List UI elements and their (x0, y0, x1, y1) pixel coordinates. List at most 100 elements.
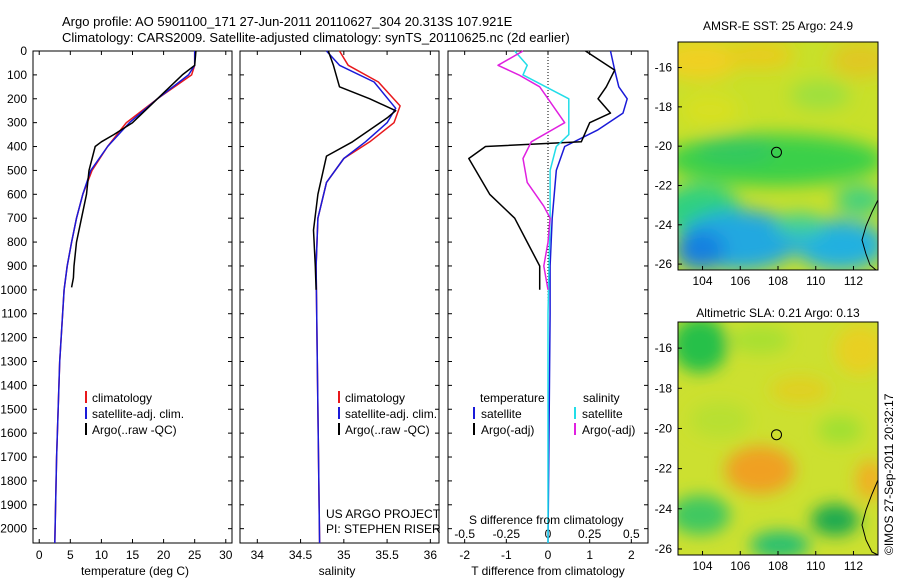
depth-tick-label: 400 (7, 140, 27, 154)
t-difference-axis-label: T difference from climatology (471, 564, 625, 578)
header-line-2: Climatology: CARS2009. Satellite-adjuste… (62, 30, 570, 45)
legend-label-satellite-adj: satellite-adj. clim. (345, 407, 437, 421)
map-x-tick-label: 108 (768, 274, 788, 288)
map-x-tick-label: 104 (693, 274, 713, 288)
map-y-tick-label: -16 (655, 61, 673, 75)
map-x-tick-label: 110 (806, 559, 825, 573)
x-tick-label: 10 (95, 548, 109, 562)
series-line-satellite-adj-clim (54, 51, 196, 544)
series-line-argo-raw-qc (312, 50, 397, 290)
x-tick-label: 1 (586, 548, 593, 562)
s-tick-label: -0.25 (493, 527, 521, 541)
map-x-tick-label: 108 (768, 559, 788, 573)
depth-tick-label: 1200 (0, 331, 27, 345)
salinity-plot-frame (239, 50, 440, 544)
map-x-tick-label: 106 (730, 274, 750, 288)
x-tick-label: 35.5 (375, 548, 399, 562)
temperature-legend: climatology satellite-adj. clim. Argo(..… (85, 391, 184, 437)
map-x-tick-label: 112 (844, 274, 863, 288)
credit-project: US ARGO PROJECT (326, 507, 441, 521)
depth-tick-label: 800 (7, 235, 27, 249)
series-line-argo-raw-qc (70, 50, 197, 288)
header-line-1: Argo profile: AO 5901100_171 27-Jun-2011… (62, 14, 513, 29)
x-tick-label: 25 (188, 548, 202, 562)
map-y-tick-label: -18 (655, 100, 673, 114)
s-tick-label: 0.5 (623, 527, 640, 541)
series-line-satellite-adj-clim (315, 50, 397, 544)
depth-tick-label: 1100 (1, 307, 27, 321)
map-x-tick-label: 106 (730, 559, 750, 573)
legend-label-temp-satellite: satellite (481, 407, 522, 421)
map-x-tick-label: 112 (844, 559, 863, 573)
depth-tick-label: 300 (7, 116, 27, 130)
depth-tick-label: 500 (7, 163, 27, 177)
sst-coastline (861, 199, 879, 271)
legend-header-temperature: temperature (480, 391, 545, 405)
axis-ticks: 0100200300400500600700800900100011001200… (0, 44, 648, 562)
x-tick-label: 36 (424, 548, 438, 562)
legend-label-argo: Argo(..raw -QC) (92, 423, 177, 437)
legend-label-climatology: climatology (92, 391, 152, 405)
x-tick-label: -2 (459, 548, 470, 562)
depth-tick-label: 1500 (0, 402, 27, 416)
map-x-tick-label: 110 (806, 274, 825, 288)
map-x-tick-label: 104 (693, 559, 713, 573)
sst-heatmap (678, 42, 878, 270)
depth-tick-label: 1600 (0, 426, 27, 440)
profile-series (54, 50, 628, 544)
legend-label-satellite-adj: satellite-adj. clim. (92, 407, 184, 421)
depth-tick-label: 600 (7, 187, 27, 201)
s-tick-label: -0.5 (454, 527, 475, 541)
x-tick-label: 0 (545, 548, 552, 562)
depth-tick-label: 100 (7, 68, 27, 82)
map-y-tick-label: -26 (655, 257, 673, 271)
depth-tick-label: 1400 (0, 378, 27, 392)
x-tick-label: -1 (501, 548, 512, 562)
s-difference-label: S difference from climatology (469, 513, 624, 527)
credit-pi: PI: STEPHEN RISER (326, 522, 441, 536)
x-tick-label: 34.5 (289, 548, 313, 562)
map-y-tick-label: -22 (655, 462, 673, 476)
map-y-tick-label: -24 (655, 218, 673, 232)
salinity-legend: climatology satellite-adj. clim. Argo(..… (338, 391, 437, 437)
series-line-climatology (54, 51, 196, 544)
series-line-salinity-satellite (514, 50, 570, 543)
x-tick-label: 5 (67, 548, 74, 562)
x-tick-label: 2 (628, 548, 635, 562)
x-tick-label: 34 (251, 548, 265, 562)
depth-tick-label: 2000 (0, 522, 27, 536)
series-line-salinity-argo-adj (497, 50, 566, 290)
series-line-temperature-satellite (547, 50, 628, 544)
x-tick-label: 35 (337, 548, 351, 562)
sst-map-title: AMSR-E SST: 25 Argo: 24.9 (703, 19, 853, 33)
series-line-climatology (315, 50, 401, 544)
map-y-tick-label: -22 (655, 178, 673, 192)
temperature-plot-frame (32, 50, 233, 544)
map-y-tick-label: -24 (655, 502, 673, 516)
depth-tick-label: 1000 (0, 283, 27, 297)
sst-float-marker (771, 146, 782, 158)
sla-map-title: Altimetric SLA: 0.21 Argo: 0.13 (696, 306, 860, 320)
map-axis-ticks: 104 106 108 110 112 -16 -18 -20 -22 -24 -26 104 106 1… (655, 61, 864, 573)
sla-coastline (861, 479, 879, 556)
series-line-temperature-argo-adj (468, 50, 616, 290)
depth-tick-label: 1900 (0, 498, 27, 512)
map-y-tick-label: -16 (655, 341, 673, 355)
legend-label-sal-satellite: satellite (582, 407, 623, 421)
map-y-tick-label: -26 (655, 542, 673, 556)
depth-tick-label: 0 (20, 44, 27, 58)
s-tick-label: 0.25 (578, 527, 602, 541)
legend-label-climatology: climatology (345, 391, 405, 405)
depth-tick-label: 1300 (0, 354, 27, 368)
sla-float-marker (771, 429, 782, 441)
x-tick-label: 30 (219, 548, 233, 562)
depth-tick-label: 700 (7, 211, 27, 225)
x-tick-label: 20 (157, 548, 171, 562)
imos-watermark: ©IMOS 27-Sep-2011 20:32:17 (882, 393, 896, 555)
depth-tick-label: 1800 (0, 474, 27, 488)
temperature-axis-label: temperature (deg C) (81, 564, 189, 578)
x-tick-label: 0 (36, 548, 43, 562)
map-y-tick-label: -18 (655, 381, 673, 395)
map-y-tick-label: -20 (655, 421, 673, 435)
